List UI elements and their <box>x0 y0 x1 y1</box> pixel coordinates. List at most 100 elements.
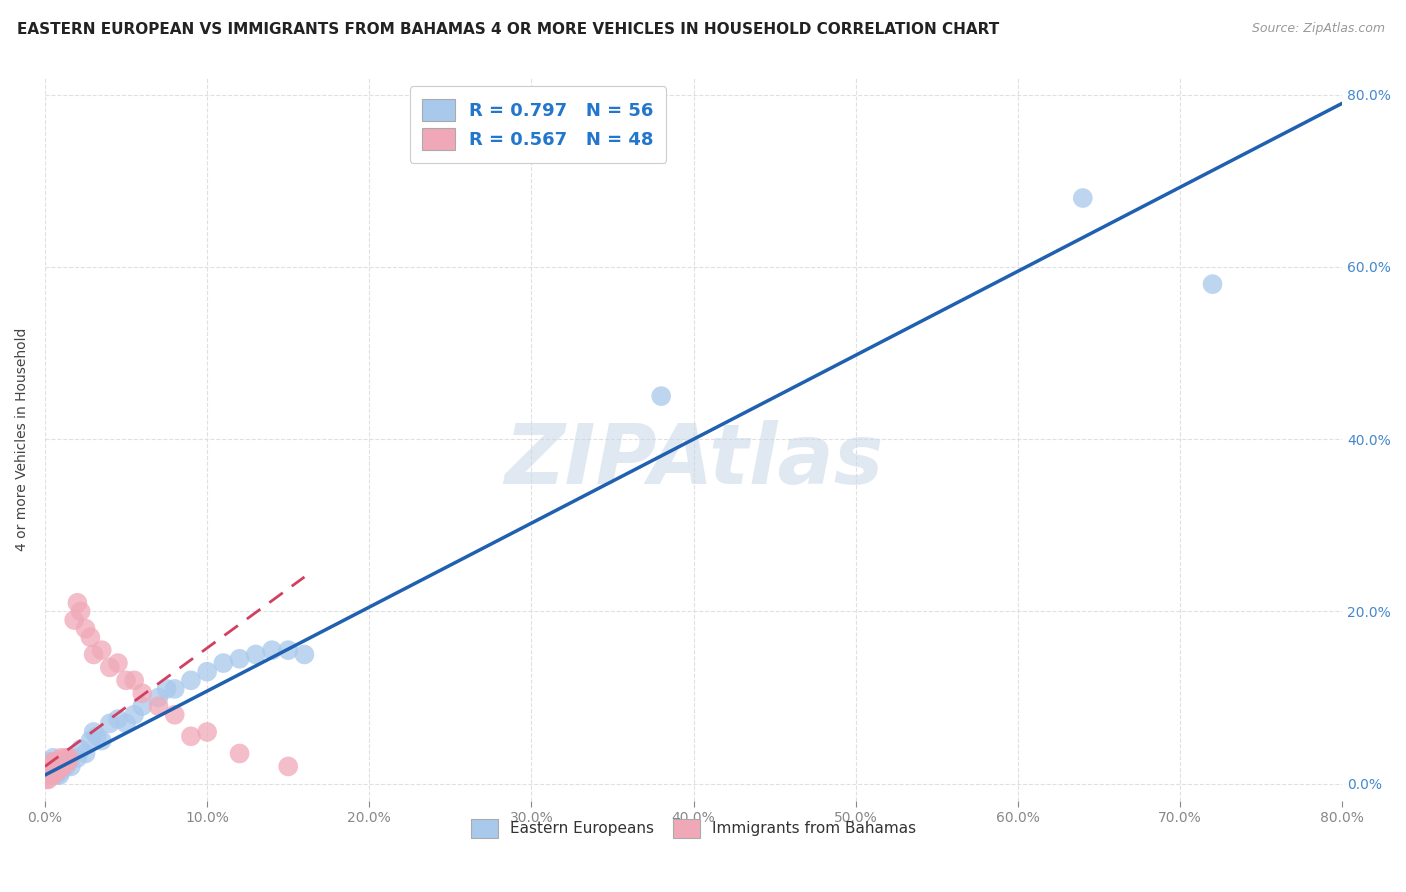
Point <box>51 755 73 769</box>
Point <box>37 759 59 773</box>
Point <box>44 764 66 778</box>
Point <box>46 764 69 778</box>
Point <box>155 681 177 696</box>
Point <box>46 755 69 769</box>
Point <box>122 673 145 688</box>
Point <box>79 630 101 644</box>
Point <box>48 768 70 782</box>
Point <box>35 772 58 787</box>
Point <box>42 764 65 778</box>
Point <box>42 759 65 773</box>
Point <box>69 742 91 756</box>
Point <box>38 768 60 782</box>
Point <box>44 764 66 778</box>
Point <box>131 699 153 714</box>
Point <box>41 755 63 769</box>
Point <box>42 768 65 782</box>
Point <box>294 648 316 662</box>
Point <box>44 755 66 769</box>
Point <box>48 759 70 773</box>
Point <box>38 768 60 782</box>
Text: Source: ZipAtlas.com: Source: ZipAtlas.com <box>1251 22 1385 36</box>
Point <box>45 764 67 778</box>
Point <box>98 716 121 731</box>
Point <box>41 764 63 778</box>
Point <box>42 751 65 765</box>
Point <box>107 712 129 726</box>
Point <box>1071 191 1094 205</box>
Point <box>245 648 267 662</box>
Point <box>37 755 59 769</box>
Point <box>51 764 73 778</box>
Point <box>38 759 60 773</box>
Point <box>58 751 80 765</box>
Point <box>58 751 80 765</box>
Point <box>38 764 60 778</box>
Point <box>48 759 70 773</box>
Point <box>148 699 170 714</box>
Point <box>131 686 153 700</box>
Point <box>35 764 58 778</box>
Point <box>69 604 91 618</box>
Point <box>195 725 218 739</box>
Point <box>41 768 63 782</box>
Y-axis label: 4 or more Vehicles in Household: 4 or more Vehicles in Household <box>15 327 30 551</box>
Legend: Eastern Europeans, Immigrants from Bahamas: Eastern Europeans, Immigrants from Baham… <box>464 813 922 844</box>
Point <box>115 673 138 688</box>
Point <box>98 660 121 674</box>
Point <box>90 643 112 657</box>
Point <box>37 764 59 778</box>
Point <box>51 751 73 765</box>
Point <box>228 747 250 761</box>
Point <box>83 725 105 739</box>
Point <box>163 681 186 696</box>
Point <box>41 759 63 773</box>
Point <box>75 622 97 636</box>
Point <box>1201 277 1223 292</box>
Point <box>44 755 66 769</box>
Point <box>53 755 76 769</box>
Point <box>45 759 67 773</box>
Point <box>277 759 299 773</box>
Point <box>41 768 63 782</box>
Point <box>83 648 105 662</box>
Point <box>75 747 97 761</box>
Point <box>59 759 82 773</box>
Point <box>163 707 186 722</box>
Point <box>38 764 60 778</box>
Point <box>46 755 69 769</box>
Point <box>35 759 58 773</box>
Point <box>56 755 79 769</box>
Point <box>66 596 89 610</box>
Point <box>650 389 672 403</box>
Point <box>66 751 89 765</box>
Point <box>180 729 202 743</box>
Point <box>35 768 58 782</box>
Point <box>53 755 76 769</box>
Point <box>79 733 101 747</box>
Point <box>212 656 235 670</box>
Text: EASTERN EUROPEAN VS IMMIGRANTS FROM BAHAMAS 4 OR MORE VEHICLES IN HOUSEHOLD CORR: EASTERN EUROPEAN VS IMMIGRANTS FROM BAHA… <box>17 22 1000 37</box>
Point <box>195 665 218 679</box>
Point <box>107 656 129 670</box>
Point <box>35 768 58 782</box>
Point <box>55 759 77 773</box>
Point <box>260 643 283 657</box>
Point <box>55 751 77 765</box>
Point <box>277 643 299 657</box>
Point <box>86 729 108 743</box>
Point <box>37 772 59 787</box>
Point <box>51 759 73 773</box>
Point <box>38 759 60 773</box>
Point <box>46 764 69 778</box>
Point <box>37 768 59 782</box>
Point <box>228 652 250 666</box>
Point <box>37 768 59 782</box>
Point <box>63 613 86 627</box>
Point <box>52 759 75 773</box>
Point <box>180 673 202 688</box>
Point <box>41 764 63 778</box>
Point <box>45 768 67 782</box>
Point <box>90 733 112 747</box>
Text: ZIPAtlas: ZIPAtlas <box>503 420 883 501</box>
